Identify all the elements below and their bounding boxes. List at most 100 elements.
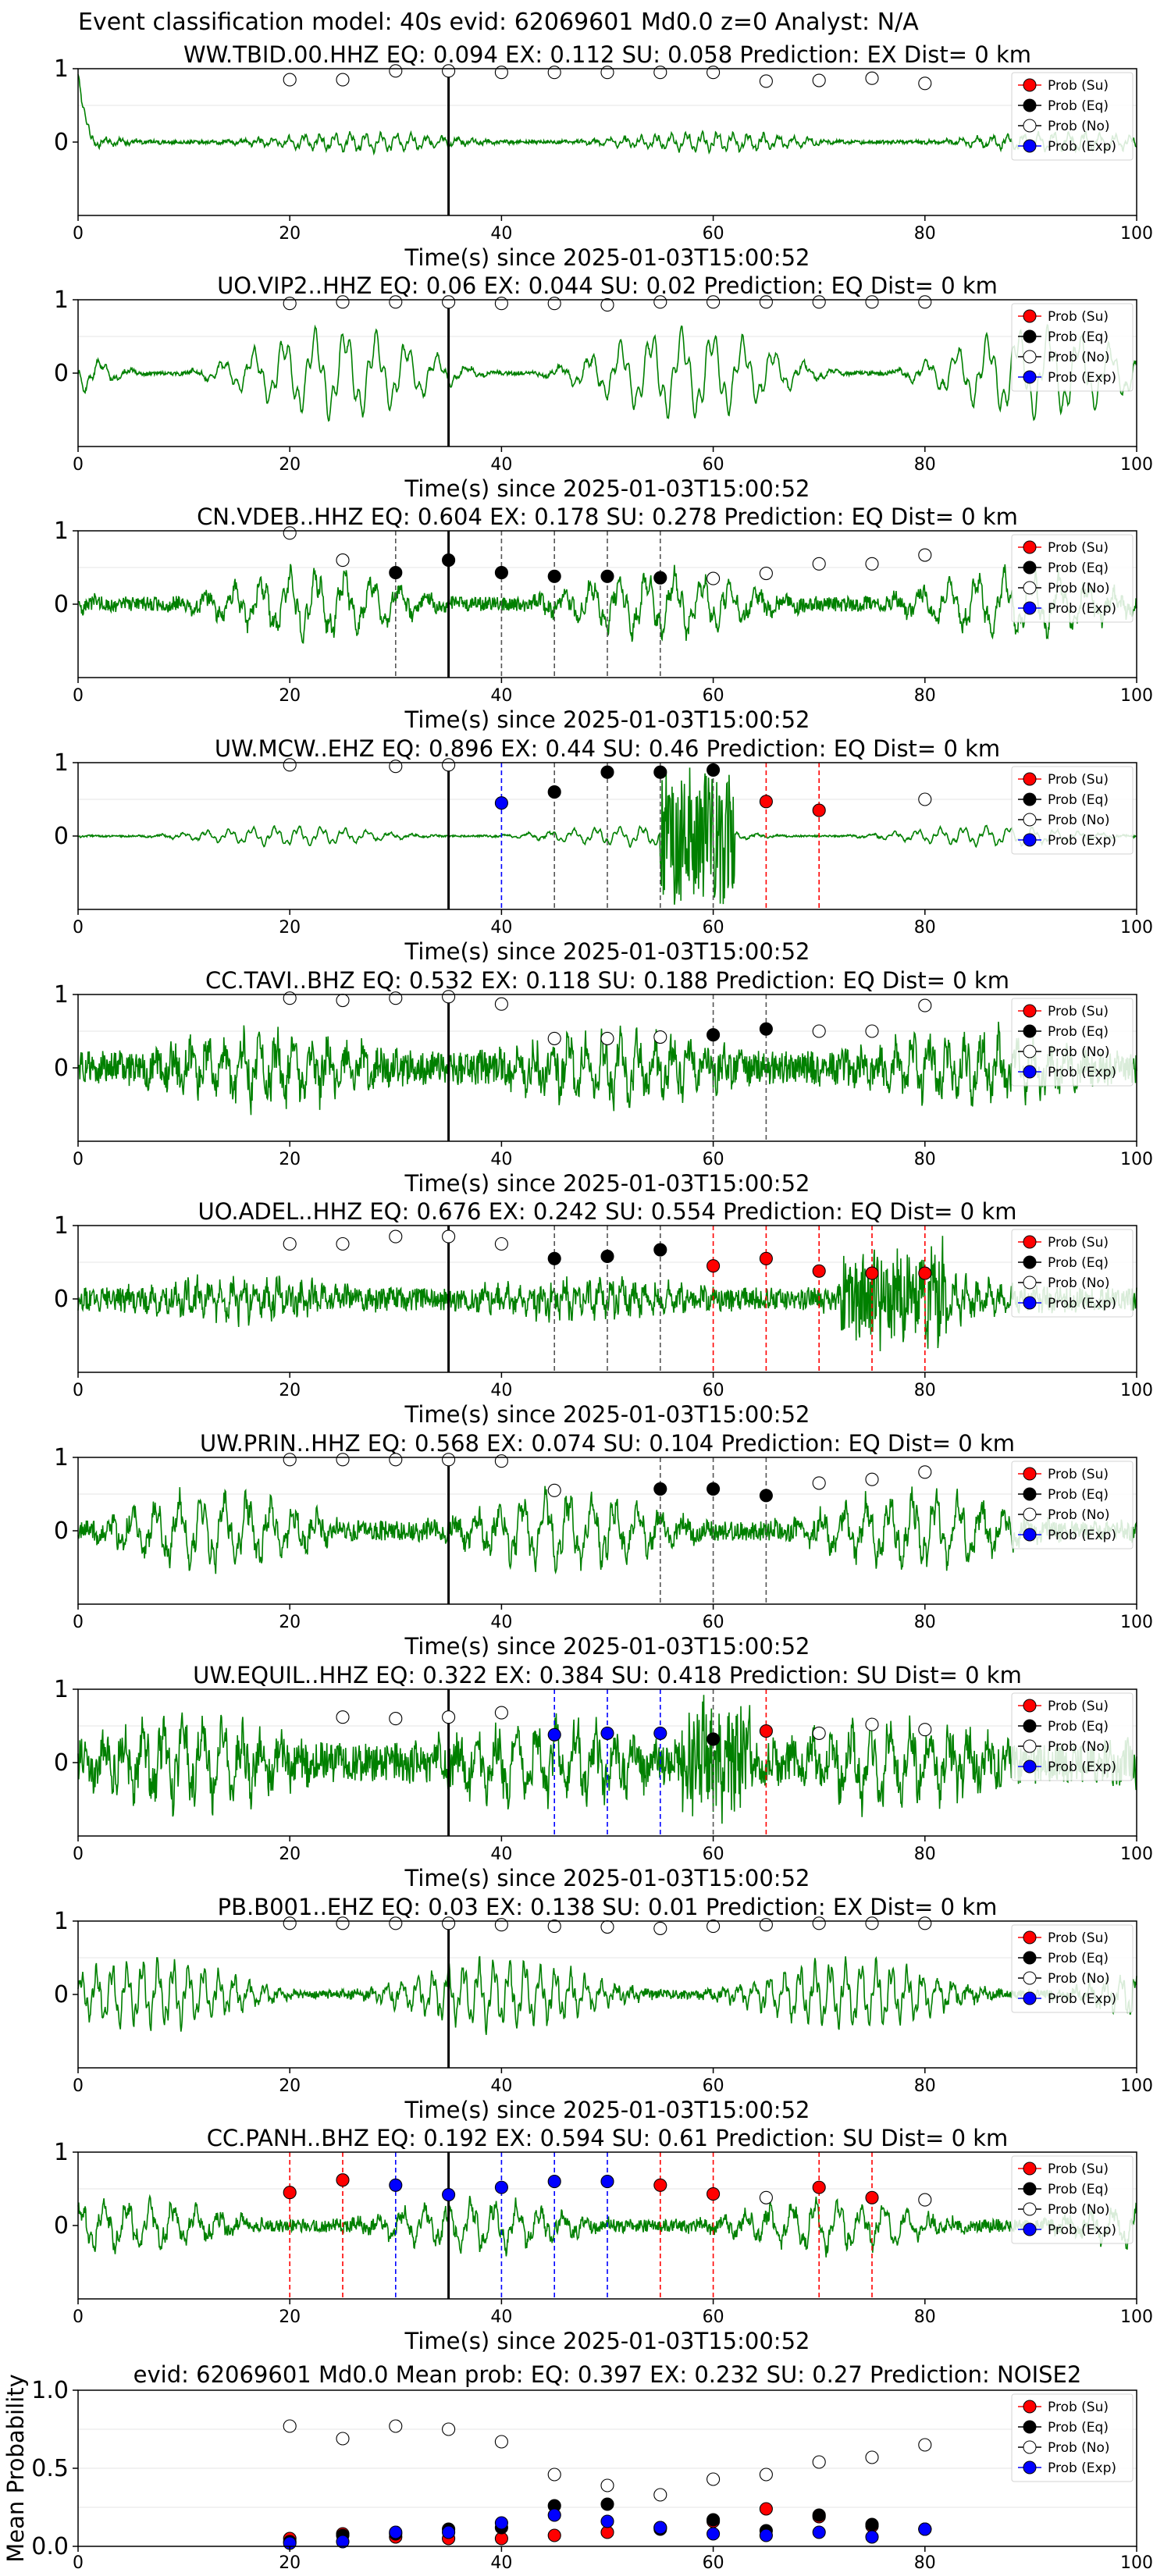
- legend-label-no: Prob (No): [1048, 2440, 1110, 2456]
- legend-label-eq: Prob (Eq): [1048, 1951, 1109, 1966]
- legend-label-su: Prob (Su): [1048, 772, 1109, 788]
- prob-marker-no: [336, 1710, 350, 1724]
- prob-marker-no: [707, 1920, 721, 1934]
- x-tick-label: 80: [914, 1613, 936, 1632]
- mean-prob-marker-no: [707, 2472, 721, 2486]
- prob-marker-no: [812, 557, 826, 571]
- legend-marker-no: [1023, 2440, 1037, 2454]
- waveform-trace: [77, 767, 1137, 905]
- mean-prob-marker-exp: [389, 2525, 403, 2539]
- prob-marker-no: [918, 1916, 932, 1930]
- y-tick-label: 0: [54, 1055, 69, 1082]
- mean-prob-marker-exp: [812, 2525, 826, 2539]
- x-axis-label: Time(s) since 2025-01-03T15:00:52: [404, 706, 810, 733]
- waveform-trace: [77, 1955, 1137, 2035]
- y-tick-label: 0: [54, 360, 69, 387]
- prob-marker-no: [442, 990, 456, 1004]
- x-tick-label: 60: [703, 686, 724, 706]
- x-tick-label: 100: [1120, 1613, 1153, 1632]
- prob-marker-eq: [547, 569, 561, 583]
- prob-marker-su: [759, 1251, 773, 1265]
- waveform-trace: [77, 1236, 1137, 1352]
- prob-marker-eq: [653, 1482, 667, 1496]
- mean-prob-marker-no: [600, 2478, 614, 2492]
- legend-marker-no: [1023, 119, 1037, 133]
- prob-marker-eq: [600, 765, 614, 779]
- mean-prob-marker-exp: [865, 2530, 879, 2544]
- y-axis-label: Mean Probability: [2, 2374, 29, 2563]
- prob-marker-no: [653, 66, 667, 80]
- legend-label-exp: Prob (Exp): [1048, 2460, 1116, 2476]
- mean-prob-marker-exp: [707, 2527, 721, 2541]
- chart-panel-5: CC.TAVI..BHZ EQ: 0.532 EX: 0.118 SU: 0.1…: [54, 967, 1153, 1197]
- x-tick-label: 60: [703, 1150, 724, 1169]
- legend-label-su: Prob (Su): [1048, 1467, 1109, 1482]
- legend-marker-su: [1023, 540, 1037, 554]
- prob-marker-no: [707, 571, 721, 585]
- prob-marker-no: [389, 1229, 403, 1244]
- x-tick-label: 40: [490, 686, 512, 706]
- prob-marker-no: [547, 1031, 561, 1045]
- legend-label-su: Prob (Su): [1048, 78, 1109, 94]
- prob-marker-no: [865, 71, 879, 85]
- prob-marker-eq: [600, 569, 614, 583]
- mean-prob-marker-eq: [865, 2517, 879, 2532]
- legend-box: [1011, 1924, 1134, 2013]
- legend-marker-exp: [1023, 2222, 1037, 2236]
- legend-marker-eq: [1023, 560, 1037, 575]
- prob-marker-eq: [707, 1482, 721, 1496]
- x-tick-label: 80: [914, 2076, 936, 2096]
- legend-label-su: Prob (Su): [1048, 2161, 1109, 2177]
- legend-label-no: Prob (No): [1048, 813, 1110, 828]
- y-tick-label: 1: [54, 1676, 69, 1703]
- x-tick-label: 100: [1120, 1381, 1153, 1400]
- x-tick-label: 60: [703, 1613, 724, 1632]
- panel-title: UW.PRIN..HHZ EQ: 0.568 EX: 0.074 SU: 0.1…: [200, 1430, 1015, 1457]
- legend-label-exp: Prob (Exp): [1048, 139, 1116, 155]
- mean-prob-marker-exp: [653, 2521, 667, 2535]
- legend-box: [1011, 72, 1134, 161]
- legend-marker-eq: [1023, 1951, 1037, 1965]
- prob-marker-no: [494, 1236, 508, 1251]
- prob-marker-no: [653, 295, 667, 309]
- prob-marker-no: [812, 73, 826, 87]
- legend-marker-su: [1023, 309, 1037, 323]
- legend-marker-eq: [1023, 1719, 1037, 1733]
- mean-prob-marker-exp: [600, 2514, 614, 2528]
- x-tick-label: 80: [914, 686, 936, 706]
- legend-box: [1011, 998, 1134, 1087]
- prob-marker-no: [600, 298, 614, 312]
- prob-marker-no: [600, 1031, 614, 1045]
- legend-marker-eq: [1023, 329, 1037, 343]
- x-tick-label: 100: [1120, 455, 1153, 475]
- mean-prob-marker-exp: [442, 2525, 456, 2539]
- prob-marker-no: [918, 1465, 932, 1479]
- x-tick-label: 40: [490, 1150, 512, 1169]
- chart-panel-6: UO.ADEL..HHZ EQ: 0.676 EX: 0.242 SU: 0.5…: [54, 1198, 1153, 1428]
- prob-marker-no: [283, 1236, 297, 1251]
- x-tick-label: 20: [279, 2553, 301, 2573]
- mean-prob-marker-su: [759, 2502, 773, 2516]
- y-tick-label: 0: [54, 1981, 69, 2008]
- legend-label-exp: Prob (Exp): [1048, 1528, 1116, 1543]
- x-tick-label: 60: [703, 918, 724, 938]
- waveform-trace: [77, 1021, 1137, 1115]
- prob-marker-no: [812, 1476, 826, 1490]
- prob-marker-eq: [707, 763, 721, 777]
- prob-marker-no: [547, 66, 561, 80]
- chart-panel-11: evid: 62069601 Md0.0 Mean prob: EQ: 0.39…: [2, 2361, 1153, 2573]
- legend-label-eq: Prob (Eq): [1048, 98, 1109, 114]
- mean-prob-marker-no: [759, 2467, 773, 2482]
- prob-marker-eq: [653, 765, 667, 779]
- x-axis-label: Time(s) since 2025-01-03T15:00:52: [404, 244, 810, 271]
- prob-marker-no: [283, 73, 297, 87]
- panel-title: UO.ADEL..HHZ EQ: 0.676 EX: 0.242 SU: 0.5…: [198, 1198, 1016, 1225]
- y-tick-label: 1: [54, 286, 69, 314]
- prob-marker-no: [283, 991, 297, 1005]
- x-tick-label: 20: [279, 918, 301, 938]
- legend-label-exp: Prob (Exp): [1048, 1991, 1116, 2007]
- prob-marker-su: [283, 2186, 297, 2200]
- prob-marker-no: [336, 73, 350, 87]
- x-tick-label: 80: [914, 2553, 936, 2573]
- legend-marker-eq: [1023, 2420, 1037, 2434]
